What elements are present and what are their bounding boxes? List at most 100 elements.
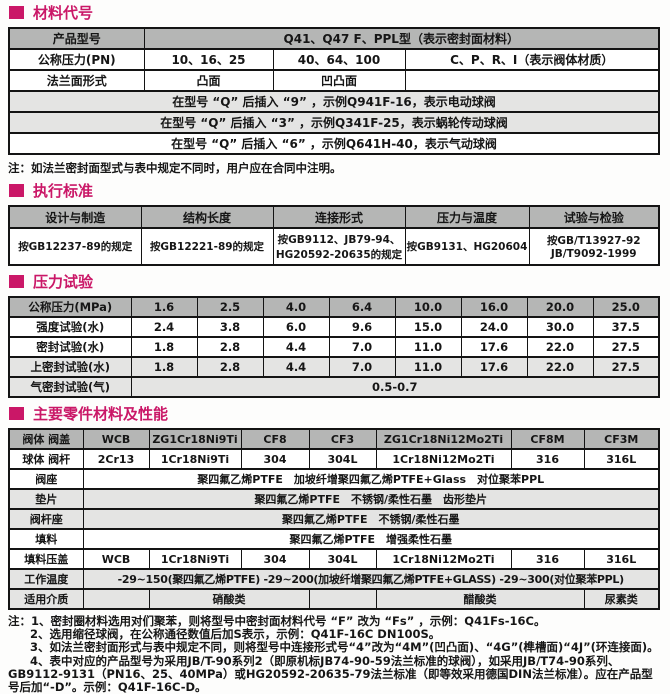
column-header: 设计与制造 xyxy=(8,205,142,229)
pressure-value-cell: 9.6 xyxy=(328,316,396,338)
material-cell: WCB xyxy=(82,428,150,450)
standard-value-cell: 按GB9112、JB79-94、HG20592-20635的规定 xyxy=(272,227,406,266)
section-title-material-code: 材料代号 xyxy=(9,4,660,22)
table-row: 强度试验(水) 2.4 3.8 6.0 9.6 15.0 24.0 30.0 3… xyxy=(8,316,660,338)
section-marker-icon xyxy=(9,407,24,420)
medium-cell: 醋酸类 xyxy=(375,588,585,610)
material-span-cell: 聚四氟乙烯PTFE 不锈钢/柔性石墨 齿形垫片 xyxy=(82,488,660,510)
table-row: 按GB12237-89的规定 按GB12221-89的规定 按GB9112、JB… xyxy=(8,227,660,266)
table-row: 在型号 “Q” 后插入 “3” ，示例Q341F-25，表示蜗轮传动球阀 xyxy=(8,111,660,134)
material-cell: CF3M xyxy=(583,428,660,450)
pressure-value-cell: 30.0 xyxy=(526,316,594,338)
material-cell: 316L xyxy=(583,448,660,470)
medium-cell xyxy=(308,588,377,610)
pressure-value-cell: 27.5 xyxy=(592,356,660,378)
material-cell: 1Cr18Ni9Ti xyxy=(148,448,242,470)
pressure-value-cell: 4.4 xyxy=(262,336,330,358)
material-cell: 1Cr18Ni12Mo2Ti xyxy=(375,548,512,570)
medium-cell: 尿素类 xyxy=(583,588,660,610)
pressure-value-cell: 10.0 xyxy=(394,296,462,318)
material-cell: WCB xyxy=(82,548,150,570)
footnote-line: 4、表中对应的产品型号为采用JB/T-90系列2（即原机标JB74-90-59法… xyxy=(8,653,653,694)
table-header-row: 公称压力(MPa) 1.6 2.5 4.0 6.4 10.0 16.0 20.0… xyxy=(8,296,660,318)
pressure-value-cell: 37.5 xyxy=(592,316,660,338)
table-row: 填料 聚四氟乙烯PTFE 增强柔性石墨 xyxy=(8,528,660,550)
table-row: 在型号 “Q” 后插入 “9” ，示例Q941F-16，表示电动球阀 xyxy=(8,90,660,113)
pn-value-cell: C、P、R、I（表示阀体材质） xyxy=(404,48,660,71)
row-label: 阀体 阀盖 xyxy=(8,428,84,450)
row-label: 公称压力(PN) xyxy=(8,48,145,71)
material-span-cell: 聚四氟乙烯PTFE 增强柔性石墨 xyxy=(82,528,660,550)
medium-cell xyxy=(82,588,150,610)
model-insert-note: 在型号 “Q” 后插入 “3” ，示例Q341F-25，表示蜗轮传动球阀 xyxy=(8,111,660,134)
material-cell: 304L xyxy=(308,448,377,470)
standard-value-cell: 按GB12221-89的规定 xyxy=(140,227,274,266)
table-footnote: 注：如法兰密封面型式与表中规定不同时，用户应在合同中注明。 xyxy=(8,161,342,175)
footnotes: 注：1、密封圈材料选用对们聚苯，则将型号中密封面材料代号 “F” 改为 “Fs”… xyxy=(8,614,660,694)
pressure-value-cell: 24.0 xyxy=(460,316,528,338)
table-row: 密封试验(水) 1.8 2.8 4.4 7.0 11.0 17.6 22.0 2… xyxy=(8,336,660,358)
model-insert-note: 在型号 “Q” 后插入 “9” ，示例Q941F-16，表示电动球阀 xyxy=(8,90,660,113)
pn-value-cell: 40、64、100 xyxy=(272,48,406,71)
table-row: 在型号 “Q” 后插入 “6” ，示例Q641H-40，表示气动球阀 xyxy=(8,132,660,155)
row-label: 公称压力(MPa) xyxy=(8,296,132,318)
standards-table: 设计与制造 结构长度 连接形式 压力与温度 试验与检验 按GB12237-89的… xyxy=(8,205,660,266)
working-temperature-cell: -29~150(聚四氟乙烯PTFE) -29~200(加坡纤增聚四氟乙烯PTFE… xyxy=(82,568,660,590)
pressure-value-cell: 22.0 xyxy=(526,356,594,378)
pressure-value-cell: 1.8 xyxy=(130,336,198,358)
row-label: 强度试验(水) xyxy=(8,316,132,338)
pressure-value-cell: 17.6 xyxy=(460,356,528,378)
medium-cell: 硝酸类 xyxy=(148,588,310,610)
pressure-value-cell: 1.6 xyxy=(130,296,198,318)
table-row: 产品型号 Q41、Q47 F、PPL型（表示密封面材料） xyxy=(8,27,660,50)
row-label: 法兰面形式 xyxy=(8,69,145,92)
row-label: 适用介质 xyxy=(8,588,84,610)
material-cell: 316 xyxy=(510,548,585,570)
material-cell: CF8 xyxy=(240,428,310,450)
standard-value-cell: 按GB9131、HG20604 xyxy=(404,227,530,266)
material-cell: 304 xyxy=(240,448,310,470)
table-row: 公称压力(PN) 10、16、25 40、64、100 C、P、R、I（表示阀体… xyxy=(8,48,660,71)
pressure-value-cell: 27.5 xyxy=(592,336,660,358)
footnote-line: 2、选用缩径球阀，在公称通径数值后加S表示，示例：Q41F-16C DN100S… xyxy=(30,627,441,642)
row-label: 产品型号 xyxy=(8,27,145,50)
row-label: 填料压盖 xyxy=(8,548,84,570)
material-cell: CF8M xyxy=(510,428,585,450)
table-row: 适用介质 硝酸类 醋酸类 尿素类 xyxy=(8,588,660,610)
pressure-value-cell: 7.0 xyxy=(328,356,396,378)
table-row: 工作温度 -29~150(聚四氟乙烯PTFE) -29~200(加坡纤增聚四氟乙… xyxy=(8,568,660,590)
pressure-value-cell: 20.0 xyxy=(526,296,594,318)
material-cell: CF3 xyxy=(308,428,377,450)
pressure-value-cell: 7.0 xyxy=(328,336,396,358)
pressure-value-cell: 15.0 xyxy=(394,316,462,338)
column-header: 试验与检验 xyxy=(528,205,660,229)
material-cell: 304L xyxy=(308,548,377,570)
material-cell: 1Cr18Ni9Ti xyxy=(148,548,242,570)
pn-value-cell: 10、16、25 xyxy=(143,48,274,71)
pressure-value-cell: 25.0 xyxy=(592,296,660,318)
air-test-value: 0.5-0.7 xyxy=(130,376,660,398)
material-cell: ZG1Cr18Ni9Ti xyxy=(148,428,242,450)
table-header-row: 设计与制造 结构长度 连接形式 压力与温度 试验与检验 xyxy=(8,205,660,229)
footnote-line: 3、如法兰密封面形式与表中规定不同，则将型号中连接形式号“4”改为“4M”(凹凸… xyxy=(30,640,659,655)
table-row: 法兰面形式 凸面 凹凸面 xyxy=(8,69,660,92)
table-row: 阀座 聚四氟乙烯PTFE 加坡纤增聚四氟乙烯PTFE+Glass 对位聚苯PPL xyxy=(8,468,660,490)
material-code-table: 产品型号 Q41、Q47 F、PPL型（表示密封面材料） 公称压力(PN) 10… xyxy=(8,27,660,155)
material-cell: 304 xyxy=(240,548,310,570)
column-header: 结构长度 xyxy=(140,205,274,229)
pressure-value-cell: 2.8 xyxy=(196,336,264,358)
section-title-text: 材料代号 xyxy=(33,4,94,22)
row-label: 阀杆座 xyxy=(8,508,84,530)
pressure-test-table: 公称压力(MPa) 1.6 2.5 4.0 6.4 10.0 16.0 20.0… xyxy=(8,296,660,398)
row-label: 上密封试验(水) xyxy=(8,356,132,378)
pressure-value-cell: 2.4 xyxy=(130,316,198,338)
material-span-cell: 聚四氟乙烯PTFE 不锈钢/柔性石墨 xyxy=(82,508,660,530)
material-cell: 2Cr13 xyxy=(82,448,150,470)
section-marker-icon xyxy=(9,184,24,197)
section-title-parts-materials: 主要零件材料及性能 xyxy=(9,405,660,423)
pressure-value-cell: 4.4 xyxy=(262,356,330,378)
flange-value-cell xyxy=(404,69,660,92)
material-cell: 316 xyxy=(510,448,585,470)
pressure-value-cell: 16.0 xyxy=(460,296,528,318)
